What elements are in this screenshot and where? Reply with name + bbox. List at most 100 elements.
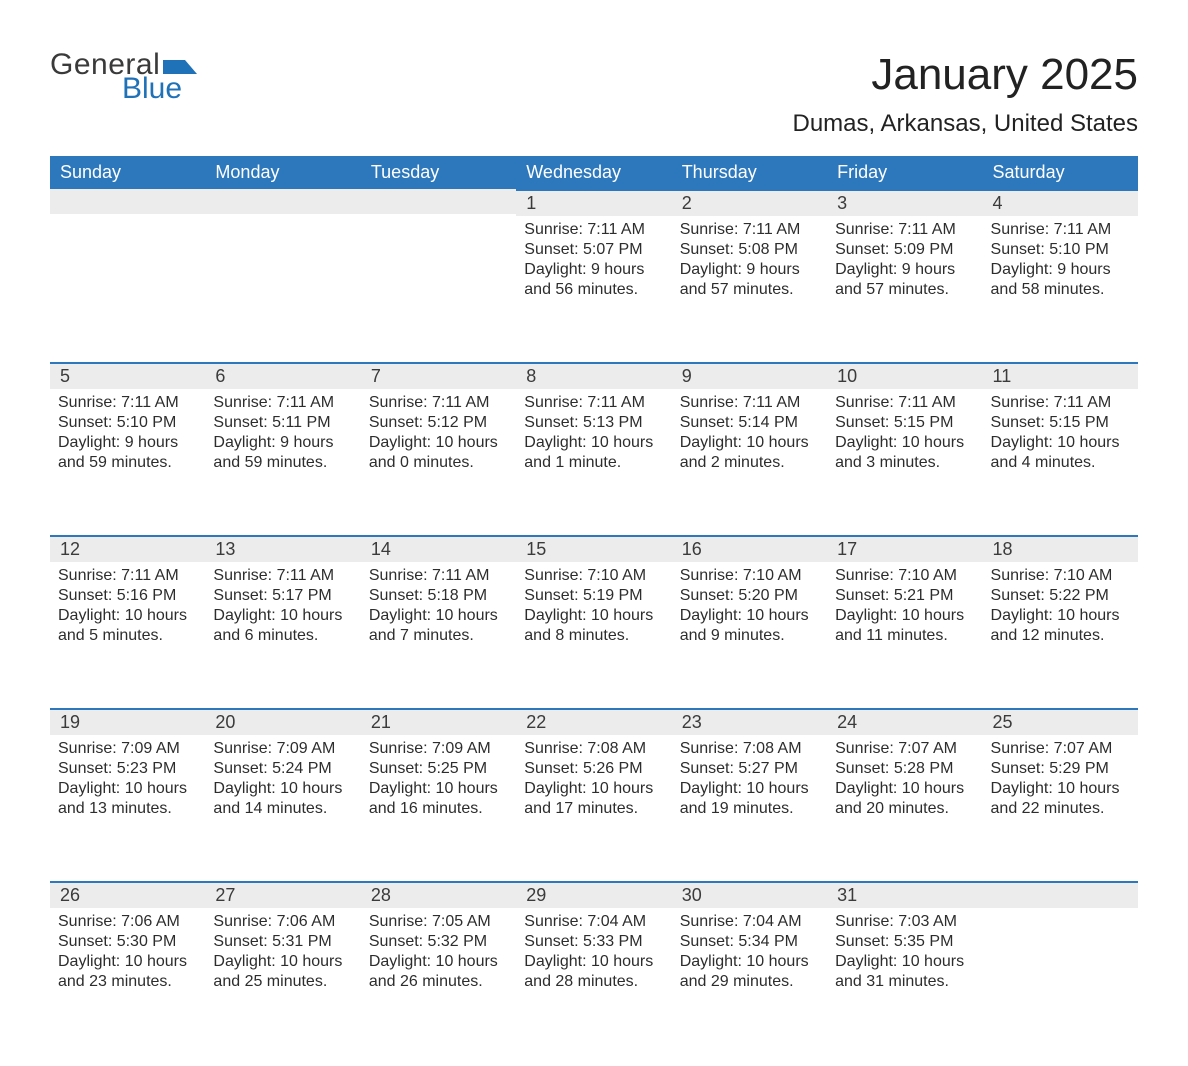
daylight-line: Daylight: 10 hours and 26 minutes. xyxy=(369,952,508,992)
calendar-cell: Sunrise: 7:10 AMSunset: 5:21 PMDaylight:… xyxy=(827,562,982,690)
sunrise-line: Sunrise: 7:11 AM xyxy=(369,566,508,586)
sunset-line: Sunset: 5:13 PM xyxy=(524,413,663,433)
sunrise-line: Sunrise: 7:06 AM xyxy=(213,912,352,932)
month-title: January 2025 xyxy=(793,50,1139,100)
day-number-blank xyxy=(205,189,360,214)
day-number: 13 xyxy=(205,535,360,562)
sunset-line: Sunset: 5:29 PM xyxy=(991,759,1130,779)
calendar-week-row: Sunrise: 7:09 AMSunset: 5:23 PMDaylight:… xyxy=(50,735,1138,863)
week-separator xyxy=(50,517,1138,535)
day-number: 24 xyxy=(827,708,982,735)
calendar-cell: Sunrise: 7:11 AMSunset: 5:14 PMDaylight:… xyxy=(672,389,827,517)
sunset-line: Sunset: 5:10 PM xyxy=(58,413,197,433)
sunset-line: Sunset: 5:14 PM xyxy=(680,413,819,433)
calendar-cell: Sunrise: 7:09 AMSunset: 5:24 PMDaylight:… xyxy=(205,735,360,863)
daylight-line: Daylight: 10 hours and 5 minutes. xyxy=(58,606,197,646)
daylight-line: Daylight: 10 hours and 17 minutes. xyxy=(524,779,663,819)
sunset-line: Sunset: 5:19 PM xyxy=(524,586,663,606)
day-number-blank xyxy=(361,189,516,214)
day-number: 8 xyxy=(516,362,671,389)
sunset-line: Sunset: 5:16 PM xyxy=(58,586,197,606)
sunrise-line: Sunrise: 7:11 AM xyxy=(835,393,974,413)
day-number: 16 xyxy=(672,535,827,562)
sunset-line: Sunset: 5:15 PM xyxy=(835,413,974,433)
sunrise-line: Sunrise: 7:09 AM xyxy=(58,739,197,759)
calendar-table: SundayMondayTuesdayWednesdayThursdayFrid… xyxy=(50,156,1138,1036)
daylight-line: Daylight: 10 hours and 4 minutes. xyxy=(991,433,1130,473)
sunset-line: Sunset: 5:24 PM xyxy=(213,759,352,779)
calendar-cell: Sunrise: 7:08 AMSunset: 5:26 PMDaylight:… xyxy=(516,735,671,863)
day-number: 21 xyxy=(361,708,516,735)
daylight-line: Daylight: 10 hours and 31 minutes. xyxy=(835,952,974,992)
daylight-line: Daylight: 9 hours and 57 minutes. xyxy=(680,260,819,300)
calendar-cell: Sunrise: 7:05 AMSunset: 5:32 PMDaylight:… xyxy=(361,908,516,1036)
sunset-line: Sunset: 5:32 PM xyxy=(369,932,508,952)
sunset-line: Sunset: 5:22 PM xyxy=(991,586,1130,606)
calendar-cell: Sunrise: 7:11 AMSunset: 5:09 PMDaylight:… xyxy=(827,216,982,344)
calendar-cell: Sunrise: 7:11 AMSunset: 5:11 PMDaylight:… xyxy=(205,389,360,517)
daylight-line: Daylight: 10 hours and 13 minutes. xyxy=(58,779,197,819)
logo: General Blue xyxy=(50,50,197,104)
daynum-row: 1234 xyxy=(50,189,1138,216)
location: Dumas, Arkansas, United States xyxy=(793,110,1139,138)
calendar-cell: Sunrise: 7:07 AMSunset: 5:28 PMDaylight:… xyxy=(827,735,982,863)
calendar-cell: Sunrise: 7:06 AMSunset: 5:30 PMDaylight:… xyxy=(50,908,205,1036)
calendar-cell: Sunrise: 7:10 AMSunset: 5:19 PMDaylight:… xyxy=(516,562,671,690)
sunset-line: Sunset: 5:26 PM xyxy=(524,759,663,779)
daylight-line: Daylight: 10 hours and 9 minutes. xyxy=(680,606,819,646)
calendar-cell: Sunrise: 7:11 AMSunset: 5:15 PMDaylight:… xyxy=(827,389,982,517)
daynum-row: 262728293031 xyxy=(50,881,1138,908)
daylight-line: Daylight: 10 hours and 6 minutes. xyxy=(213,606,352,646)
sunrise-line: Sunrise: 7:10 AM xyxy=(991,566,1130,586)
sunrise-line: Sunrise: 7:08 AM xyxy=(680,739,819,759)
sunset-line: Sunset: 5:08 PM xyxy=(680,240,819,260)
day-number: 6 xyxy=(205,362,360,389)
sunset-line: Sunset: 5:28 PM xyxy=(835,759,974,779)
sunrise-line: Sunrise: 7:09 AM xyxy=(369,739,508,759)
sunrise-line: Sunrise: 7:04 AM xyxy=(680,912,819,932)
sunset-line: Sunset: 5:20 PM xyxy=(680,586,819,606)
daylight-line: Daylight: 10 hours and 28 minutes. xyxy=(524,952,663,992)
sunrise-line: Sunrise: 7:08 AM xyxy=(524,739,663,759)
day-number: 15 xyxy=(516,535,671,562)
sunset-line: Sunset: 5:30 PM xyxy=(58,932,197,952)
day-number: 3 xyxy=(827,189,982,216)
calendar-cell-empty xyxy=(50,216,205,344)
calendar-cell: Sunrise: 7:11 AMSunset: 5:15 PMDaylight:… xyxy=(983,389,1138,517)
sunset-line: Sunset: 5:25 PM xyxy=(369,759,508,779)
weekday-header: Wednesday xyxy=(516,156,671,189)
sunset-line: Sunset: 5:18 PM xyxy=(369,586,508,606)
week-separator xyxy=(50,863,1138,881)
sunset-line: Sunset: 5:17 PM xyxy=(213,586,352,606)
sunset-line: Sunset: 5:12 PM xyxy=(369,413,508,433)
daylight-line: Daylight: 10 hours and 20 minutes. xyxy=(835,779,974,819)
calendar-week-row: Sunrise: 7:11 AMSunset: 5:07 PMDaylight:… xyxy=(50,216,1138,344)
daylight-line: Daylight: 9 hours and 57 minutes. xyxy=(835,260,974,300)
daylight-line: Daylight: 10 hours and 22 minutes. xyxy=(991,779,1130,819)
calendar-cell: Sunrise: 7:11 AMSunset: 5:12 PMDaylight:… xyxy=(361,389,516,517)
sunset-line: Sunset: 5:11 PM xyxy=(213,413,352,433)
sunrise-line: Sunrise: 7:07 AM xyxy=(991,739,1130,759)
week-separator xyxy=(50,690,1138,708)
day-number-blank xyxy=(50,189,205,214)
sunset-line: Sunset: 5:07 PM xyxy=(524,240,663,260)
daylight-line: Daylight: 9 hours and 56 minutes. xyxy=(524,260,663,300)
weekday-header: Monday xyxy=(205,156,360,189)
day-number: 4 xyxy=(983,189,1138,216)
daylight-line: Daylight: 10 hours and 2 minutes. xyxy=(680,433,819,473)
calendar-cell: Sunrise: 7:08 AMSunset: 5:27 PMDaylight:… xyxy=(672,735,827,863)
daynum-row: 567891011 xyxy=(50,362,1138,389)
sunrise-line: Sunrise: 7:11 AM xyxy=(524,220,663,240)
daylight-line: Daylight: 10 hours and 3 minutes. xyxy=(835,433,974,473)
calendar-cell: Sunrise: 7:11 AMSunset: 5:07 PMDaylight:… xyxy=(516,216,671,344)
calendar-cell: Sunrise: 7:11 AMSunset: 5:10 PMDaylight:… xyxy=(983,216,1138,344)
sunrise-line: Sunrise: 7:11 AM xyxy=(369,393,508,413)
sunrise-line: Sunrise: 7:10 AM xyxy=(524,566,663,586)
daylight-line: Daylight: 10 hours and 16 minutes. xyxy=(369,779,508,819)
day-number: 20 xyxy=(205,708,360,735)
weekday-header: Friday xyxy=(827,156,982,189)
day-number: 2 xyxy=(672,189,827,216)
day-number: 25 xyxy=(983,708,1138,735)
daylight-line: Daylight: 10 hours and 11 minutes. xyxy=(835,606,974,646)
day-number: 11 xyxy=(983,362,1138,389)
